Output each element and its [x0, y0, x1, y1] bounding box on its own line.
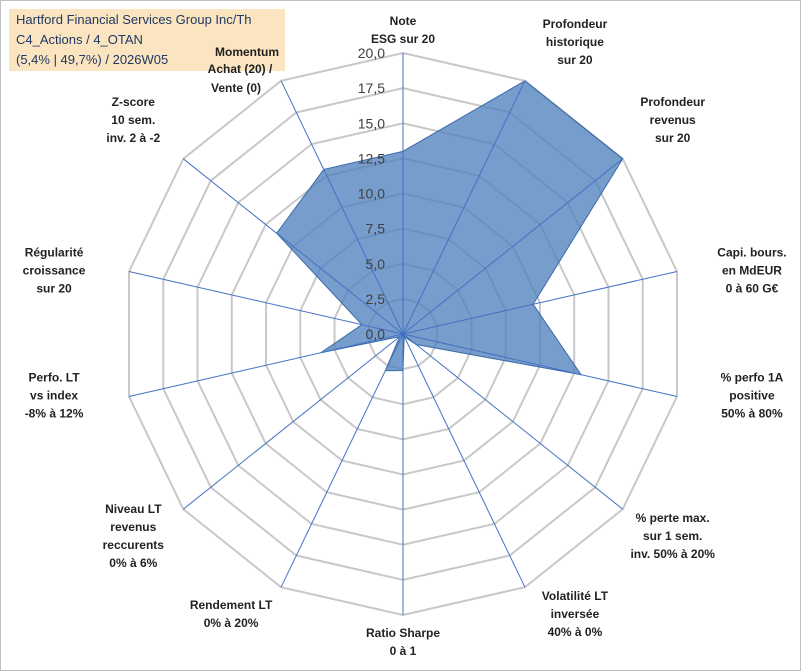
axis-spoke-9: [280, 333, 404, 588]
axis-spoke-10: [182, 333, 404, 510]
axis-label-momentum: Achat (20) /: [208, 62, 273, 76]
axis-label-5: positive: [729, 389, 775, 403]
tick-label: 5,0: [366, 256, 386, 272]
title-stats: (5,4% | 49,7%) / 2026W05: [16, 52, 169, 67]
axis-label-momentum: Vente (0): [211, 81, 261, 95]
axis-label-4: 0 à 60 G€: [726, 281, 779, 295]
axis-label-10: Niveau LT: [105, 502, 162, 516]
axis-label-10: 0% à 6%: [109, 556, 157, 570]
axis-label-7: Volatilité LT: [542, 589, 609, 603]
axis-spoke-3: [402, 158, 624, 335]
axis-label-13: 10 sem.: [111, 113, 155, 127]
axis-label-2: Profondeur: [543, 17, 608, 31]
axis-label-9: Rendement LT: [190, 598, 273, 612]
axis-spoke-4: [402, 270, 678, 335]
axis-spoke-12: [128, 270, 404, 335]
series-area: [276, 80, 624, 376]
axis-label-1: ESG sur 20: [371, 32, 435, 46]
tick-label: 17,5: [358, 80, 385, 96]
axis-spoke-6: [402, 333, 624, 510]
axis-label-7: inversée: [551, 607, 600, 621]
axis-label-4: en MdEUR: [722, 263, 782, 277]
axis-label-2: sur 20: [557, 53, 593, 67]
axis-spoke-5: [402, 333, 678, 398]
axis-label-9: 0% à 20%: [204, 616, 259, 630]
axis-label-6: % perte max.: [636, 511, 710, 525]
axis-spoke-13: [182, 158, 404, 335]
axis-label-3: sur 20: [655, 131, 691, 145]
tick-label: 20,0: [358, 45, 385, 61]
axis-label-5: % perfo 1A: [721, 371, 784, 385]
tick-label: 0,0: [366, 326, 386, 342]
axis-label-1: Note: [390, 14, 417, 28]
title-category: C4_Actions / 4_OTAN: [16, 32, 143, 47]
tick-label: 7,5: [366, 221, 386, 237]
tick-label: 15,0: [358, 115, 385, 131]
title-box: Hartford Financial Services Group Inc/Th…: [9, 9, 285, 71]
axis-label-11: -8% à 12%: [25, 407, 84, 421]
title-company: Hartford Financial Services Group Inc/Th: [16, 12, 252, 27]
tick-label: 2,5: [366, 291, 386, 307]
axis-label-6: inv. 50% à 20%: [630, 547, 715, 561]
axis-label-11: vs index: [30, 389, 78, 403]
axis-label-4: Capi. bours.: [717, 245, 786, 259]
axis-spoke-2: [402, 80, 526, 335]
axis-label-10: revenus: [110, 520, 156, 534]
axis-label-12: Régularité: [25, 245, 84, 259]
axis-label-8: 0 à 1: [390, 644, 417, 658]
axis-label-12: sur 20: [36, 281, 72, 295]
axis-label-momentum: Momentum: [215, 45, 279, 59]
axis-label-13: Z-score: [112, 95, 156, 109]
axis-label-8: Ratio Sharpe: [366, 626, 440, 640]
axis-spoke-11: [128, 333, 404, 398]
axis-label-12: croissance: [23, 263, 86, 277]
axis-label-3: Profondeur: [640, 95, 705, 109]
axis-label-7: 40% à 0%: [548, 625, 603, 639]
axis-label-10: reccurents: [103, 538, 165, 552]
axis-spoke-14: [280, 80, 404, 335]
axis-spoke-7: [402, 333, 526, 588]
tick-label: 12,5: [358, 150, 385, 166]
axis-label-11: Perfo. LT: [28, 371, 80, 385]
axis-label-6: sur 1 sem.: [643, 529, 702, 543]
axis-label-2: historique: [546, 35, 604, 49]
tick-label: 10,0: [358, 186, 385, 202]
axis-label-5: 50% à 80%: [721, 407, 783, 421]
axis-label-13: inv. 2 à -2: [106, 131, 160, 145]
axis-label-3: revenus: [650, 113, 696, 127]
